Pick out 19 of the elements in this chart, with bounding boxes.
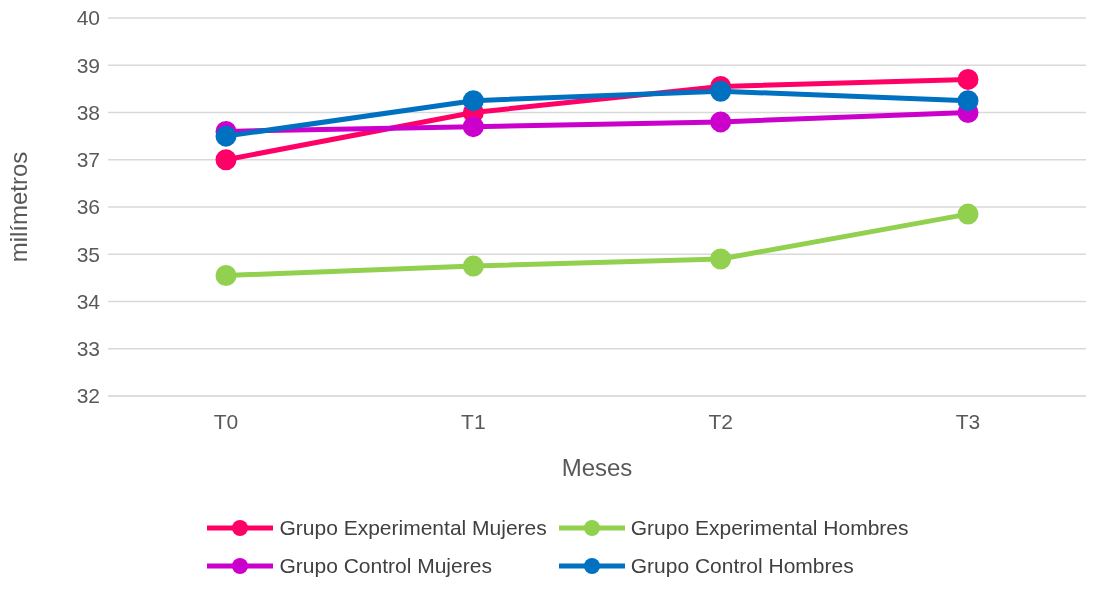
x-axis-title: Meses xyxy=(561,454,633,481)
x-tick-label: T0 xyxy=(213,409,239,433)
x-tick-label: T1 xyxy=(461,409,486,433)
y-tick-label: 35 xyxy=(76,242,100,266)
y-tick-label: 37 xyxy=(76,148,100,172)
legend-label: Grupo Experimental Mujeres xyxy=(279,516,547,540)
legend-label: Grupo Control Hombres xyxy=(630,554,854,578)
legend-label: Grupo Experimental Hombres xyxy=(630,516,909,540)
x-tick-label: T2 xyxy=(708,409,733,433)
y-axis-title: milímetros xyxy=(4,151,32,263)
y-tick-label: 33 xyxy=(76,337,100,361)
y-tick-label: 38 xyxy=(76,100,100,124)
y-tick-label: 36 xyxy=(76,195,100,219)
x-tick-label: T3 xyxy=(955,409,981,433)
legend-label: Grupo Control Mujeres xyxy=(279,554,492,578)
y-tick-label: 40 xyxy=(76,6,100,30)
y-tick-label: 39 xyxy=(76,53,100,77)
y-tick-label: 32 xyxy=(76,384,100,408)
y-tick-label: 34 xyxy=(76,289,101,313)
